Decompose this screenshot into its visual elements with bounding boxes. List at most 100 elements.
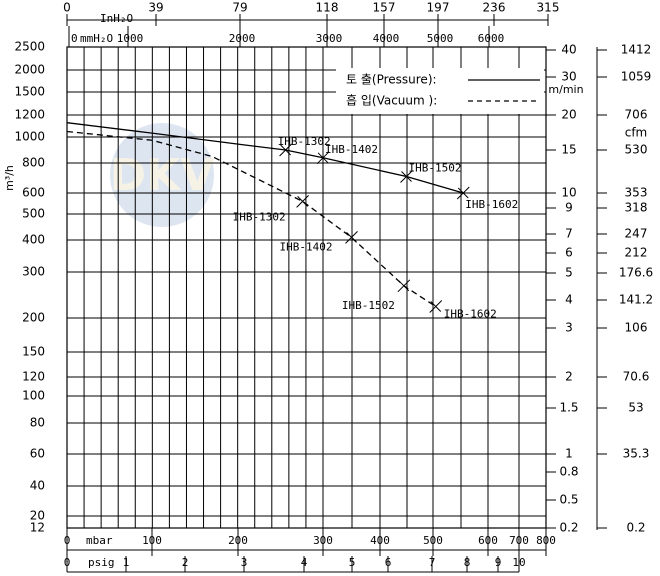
y-tick-label: 100 [22, 389, 45, 403]
x-axis-label: mbar [86, 534, 113, 547]
x-top2-tick-label: 2000 [229, 32, 256, 45]
y2-tick-label: 40 [561, 43, 576, 57]
x-tick-label: 700 [509, 534, 529, 547]
y-tick-label: 80 [30, 416, 45, 430]
x-top-tick-label: 0 [63, 1, 71, 15]
x-tick-label: 600 [478, 534, 498, 547]
y-tick-label: 12 [30, 521, 45, 535]
y2-tick-label: 15 [561, 143, 576, 157]
inh2o-axis-label: InH₂O [100, 12, 133, 25]
y-tick-label: 1500 [14, 85, 45, 99]
y-axis-label: m³/h [3, 165, 16, 191]
x-tick-label: 300 [313, 534, 333, 547]
annotation: IHB-1602 [444, 308, 497, 321]
y3-tick-label: 141.2 [619, 293, 653, 307]
x-top2-tick-label: 4000 [373, 32, 400, 45]
mmh2o-axis-label: mmH₂O [80, 32, 113, 45]
psig-axis-label: psig [88, 556, 115, 569]
y2-tick-label: 0.8 [559, 465, 578, 479]
x-top2-tick-label: 6000 [478, 32, 505, 45]
legend-label: 흡 입(Vacuum ): [346, 94, 437, 108]
y2-tick-label: 1 [565, 447, 573, 461]
x2-tick-label: 10 [512, 556, 525, 569]
watermark-circle [110, 123, 214, 227]
x-top-tick-label: 197 [427, 1, 450, 15]
y2-tick-label: 1.5 [559, 401, 578, 415]
x2-tick-label: 2 [182, 556, 189, 569]
model-marker [296, 195, 309, 208]
annotation: IHB-1302 [278, 135, 331, 148]
y-tick-label: 300 [22, 265, 45, 279]
x2-tick-label: 5 [349, 556, 356, 569]
y3-tick-label: 318 [625, 201, 648, 215]
y3-tick-label: 706 [625, 108, 648, 122]
x-top2-tick-label: 0 [71, 32, 78, 45]
y-tick-label: 150 [22, 345, 45, 359]
model-marker [397, 279, 411, 293]
y3-tick-label: 53 [628, 401, 643, 415]
x2-tick-label: 9 [495, 556, 502, 569]
annotation: IHB-1402 [325, 143, 378, 156]
model-marker [456, 186, 470, 200]
y2-tick-label: 6 [565, 246, 573, 260]
model-marker [400, 170, 413, 183]
x-top-tick-label: 79 [232, 1, 247, 15]
y3-tick-label: 212 [625, 246, 648, 260]
y2-tick-label: 9 [565, 201, 573, 215]
y-tick-label: 2000 [14, 63, 45, 77]
y3-axis-label: cfm [625, 126, 648, 140]
x-tick-label: 100 [142, 534, 162, 547]
x-tick-label: 800 [536, 534, 556, 547]
y-tick-label: 60 [30, 447, 45, 461]
y-tick-label: 500 [22, 207, 45, 221]
legend-label: 토 출(Pressure): [346, 73, 437, 87]
annotation: IHB-1302 [233, 210, 286, 223]
model-marker [279, 143, 292, 157]
y3-tick-label: 1059 [621, 70, 652, 84]
y2-tick-label: 7 [565, 227, 573, 241]
y2-tick-label: 30 [561, 70, 576, 84]
x2-tick-label: 8 [464, 556, 471, 569]
y-tick-label: 2500 [14, 40, 45, 54]
x-top-tick-label: 39 [148, 1, 163, 15]
y3-tick-label: 530 [625, 143, 648, 157]
y2-tick-label: 5 [565, 266, 573, 280]
x-top-tick-label: 157 [373, 1, 396, 15]
model-marker [345, 231, 358, 244]
annotation: IHB-1602 [465, 198, 518, 211]
y2-tick-label: 10 [561, 186, 576, 200]
y3-tick-label: 0.2 [626, 521, 645, 535]
annotation: IHB-1502 [409, 162, 462, 175]
x-top2-tick-label: 5000 [427, 32, 454, 45]
x2-tick-label: 1 [123, 556, 130, 569]
legend-box [336, 68, 544, 114]
y-tick-label: 120 [22, 370, 45, 384]
model-marker [316, 151, 330, 165]
x-tick-label: 0 [64, 534, 71, 547]
y3-tick-label: 106 [625, 321, 648, 335]
x-top-tick-label: 118 [316, 1, 339, 15]
y-tick-label: 200 [22, 311, 45, 325]
x2-tick-label: 7 [429, 556, 436, 569]
y2-tick-label: 3 [565, 321, 573, 335]
y3-tick-label: 176.6 [619, 266, 653, 280]
y-tick-label: 800 [22, 156, 45, 170]
x2-tick-label: 4 [301, 556, 308, 569]
annotation: IHB-1402 [280, 240, 333, 253]
y2-tick-label: 0.2 [559, 521, 578, 535]
y3-tick-label: 1412 [621, 43, 652, 57]
model-marker [429, 300, 443, 313]
y3-tick-label: 353 [625, 186, 648, 200]
y2-tick-label: 4 [565, 293, 573, 307]
x-top2-tick-label: 1000 [117, 32, 144, 45]
y-tick-label: 1000 [14, 130, 45, 144]
y-tick-label: 20 [30, 509, 45, 523]
y2-tick-label: 2 [565, 370, 573, 384]
y2-tick-label: 0.5 [559, 493, 578, 507]
x-tick-label: 500 [423, 534, 443, 547]
y-tick-label: 40 [30, 479, 45, 493]
plot-frame [66, 46, 547, 529]
x2-tick-label: 3 [241, 556, 248, 569]
x2-tick-label: 0 [64, 556, 71, 569]
